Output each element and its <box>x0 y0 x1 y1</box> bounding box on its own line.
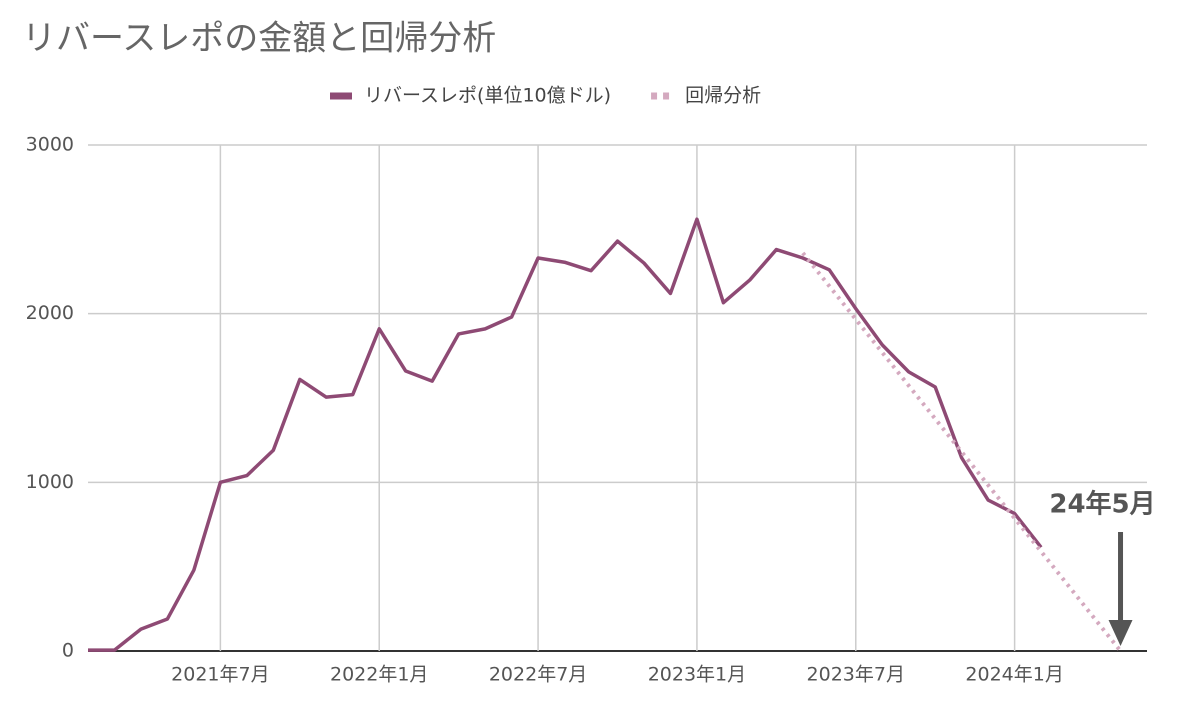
annotation-text: 24年5月 <box>1049 489 1155 520</box>
y-tick-label: 1000 <box>26 471 74 493</box>
x-tick-label: 2021年7月 <box>171 664 269 686</box>
series-line <box>88 217 1043 652</box>
annotation-arrowhead <box>1108 620 1133 646</box>
y-tick-label: 0 <box>62 640 74 662</box>
legend-label: リバースレポ(単位10億ドル) <box>364 85 611 107</box>
x-tick-label: 2023年1月 <box>648 664 746 686</box>
x-tick-label: 2023年7月 <box>807 664 905 686</box>
chart-title: リバースレポの金額と回帰分析 <box>22 19 496 59</box>
series-line <box>801 251 1123 653</box>
x-tick-label: 2022年7月 <box>489 664 587 686</box>
x-tick-label: 2024年1月 <box>965 664 1063 686</box>
legend-label: 回帰分析 <box>685 85 761 107</box>
x-tick-label: 2022年1月 <box>330 664 428 686</box>
y-tick-label: 3000 <box>26 134 74 156</box>
y-tick-label: 2000 <box>26 302 74 324</box>
